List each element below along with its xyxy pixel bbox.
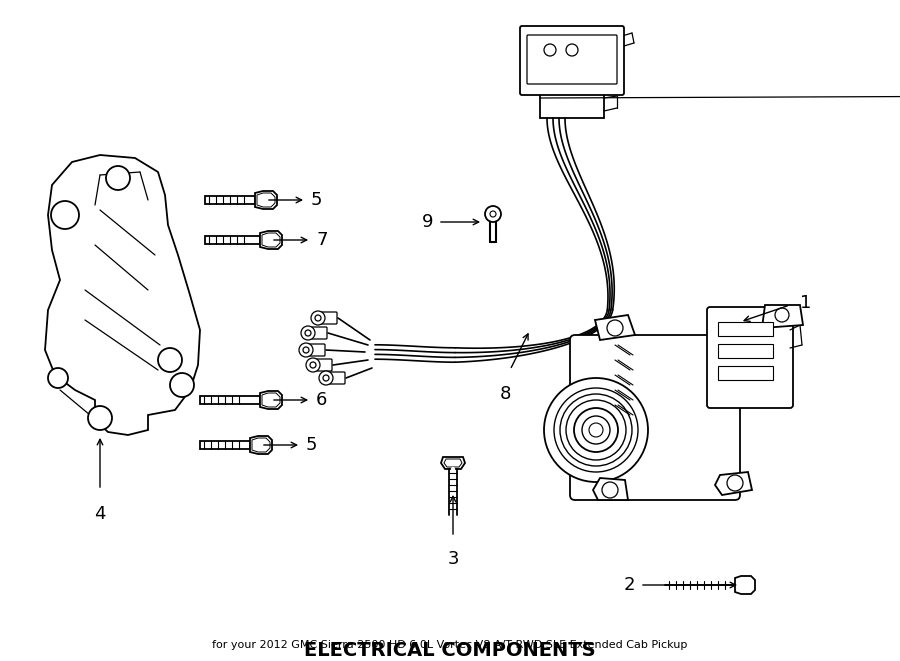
Polygon shape	[444, 459, 462, 467]
Circle shape	[311, 311, 325, 325]
Circle shape	[582, 416, 610, 444]
FancyBboxPatch shape	[312, 359, 332, 371]
Circle shape	[310, 362, 316, 368]
Text: 9: 9	[421, 213, 433, 231]
Polygon shape	[260, 391, 282, 409]
FancyBboxPatch shape	[570, 335, 740, 500]
Circle shape	[158, 348, 182, 372]
Bar	[718, 366, 773, 380]
Polygon shape	[441, 457, 465, 469]
Circle shape	[485, 206, 501, 222]
Text: 5: 5	[306, 436, 318, 454]
Circle shape	[566, 44, 578, 56]
FancyBboxPatch shape	[707, 307, 793, 408]
Circle shape	[48, 368, 68, 388]
Polygon shape	[250, 436, 272, 454]
Bar	[200, 396, 260, 404]
Text: ELECTRICAL COMPONENTS: ELECTRICAL COMPONENTS	[304, 641, 596, 660]
Circle shape	[727, 475, 743, 491]
Circle shape	[299, 343, 313, 357]
Polygon shape	[595, 315, 635, 340]
Circle shape	[602, 482, 618, 498]
Circle shape	[88, 406, 112, 430]
Polygon shape	[257, 193, 275, 207]
Text: 2: 2	[624, 576, 635, 594]
Circle shape	[544, 378, 648, 482]
Circle shape	[303, 347, 309, 353]
Polygon shape	[735, 576, 755, 594]
Polygon shape	[45, 155, 200, 435]
Polygon shape	[762, 305, 803, 328]
Circle shape	[315, 315, 321, 321]
FancyBboxPatch shape	[305, 344, 325, 356]
Polygon shape	[262, 233, 280, 247]
Circle shape	[566, 400, 626, 460]
Bar	[200, 441, 250, 449]
Circle shape	[51, 201, 79, 229]
Text: 5: 5	[311, 191, 322, 209]
Text: 1: 1	[800, 294, 812, 312]
Polygon shape	[715, 472, 752, 495]
Circle shape	[574, 408, 618, 452]
FancyBboxPatch shape	[307, 327, 327, 339]
Circle shape	[170, 373, 194, 397]
Circle shape	[323, 375, 329, 381]
Text: for your 2012 GMC Sierra 2500 HD 6.0L Vortec V8 A/T RWD SLE Extended Cab Pickup: for your 2012 GMC Sierra 2500 HD 6.0L Vo…	[212, 640, 688, 650]
Polygon shape	[252, 438, 270, 452]
Circle shape	[607, 320, 623, 336]
Polygon shape	[260, 231, 282, 249]
Text: 4: 4	[94, 505, 106, 523]
Circle shape	[305, 330, 311, 336]
FancyBboxPatch shape	[527, 35, 617, 84]
Text: 3: 3	[447, 550, 459, 568]
FancyBboxPatch shape	[325, 372, 345, 384]
Bar	[205, 196, 255, 204]
Circle shape	[544, 44, 556, 56]
Circle shape	[560, 394, 632, 466]
Bar	[205, 236, 260, 244]
Polygon shape	[593, 478, 628, 500]
Text: 6: 6	[316, 391, 328, 409]
Polygon shape	[255, 191, 277, 209]
Circle shape	[106, 166, 130, 190]
Polygon shape	[262, 393, 280, 407]
FancyBboxPatch shape	[317, 312, 337, 324]
Bar	[718, 344, 773, 358]
Text: 8: 8	[500, 385, 510, 403]
Circle shape	[301, 326, 315, 340]
FancyBboxPatch shape	[520, 26, 624, 95]
Circle shape	[490, 211, 496, 217]
Circle shape	[554, 388, 638, 472]
Circle shape	[319, 371, 333, 385]
Circle shape	[775, 308, 789, 322]
Text: 7: 7	[316, 231, 328, 249]
Circle shape	[589, 423, 603, 437]
Circle shape	[306, 358, 320, 372]
Bar	[718, 322, 773, 336]
